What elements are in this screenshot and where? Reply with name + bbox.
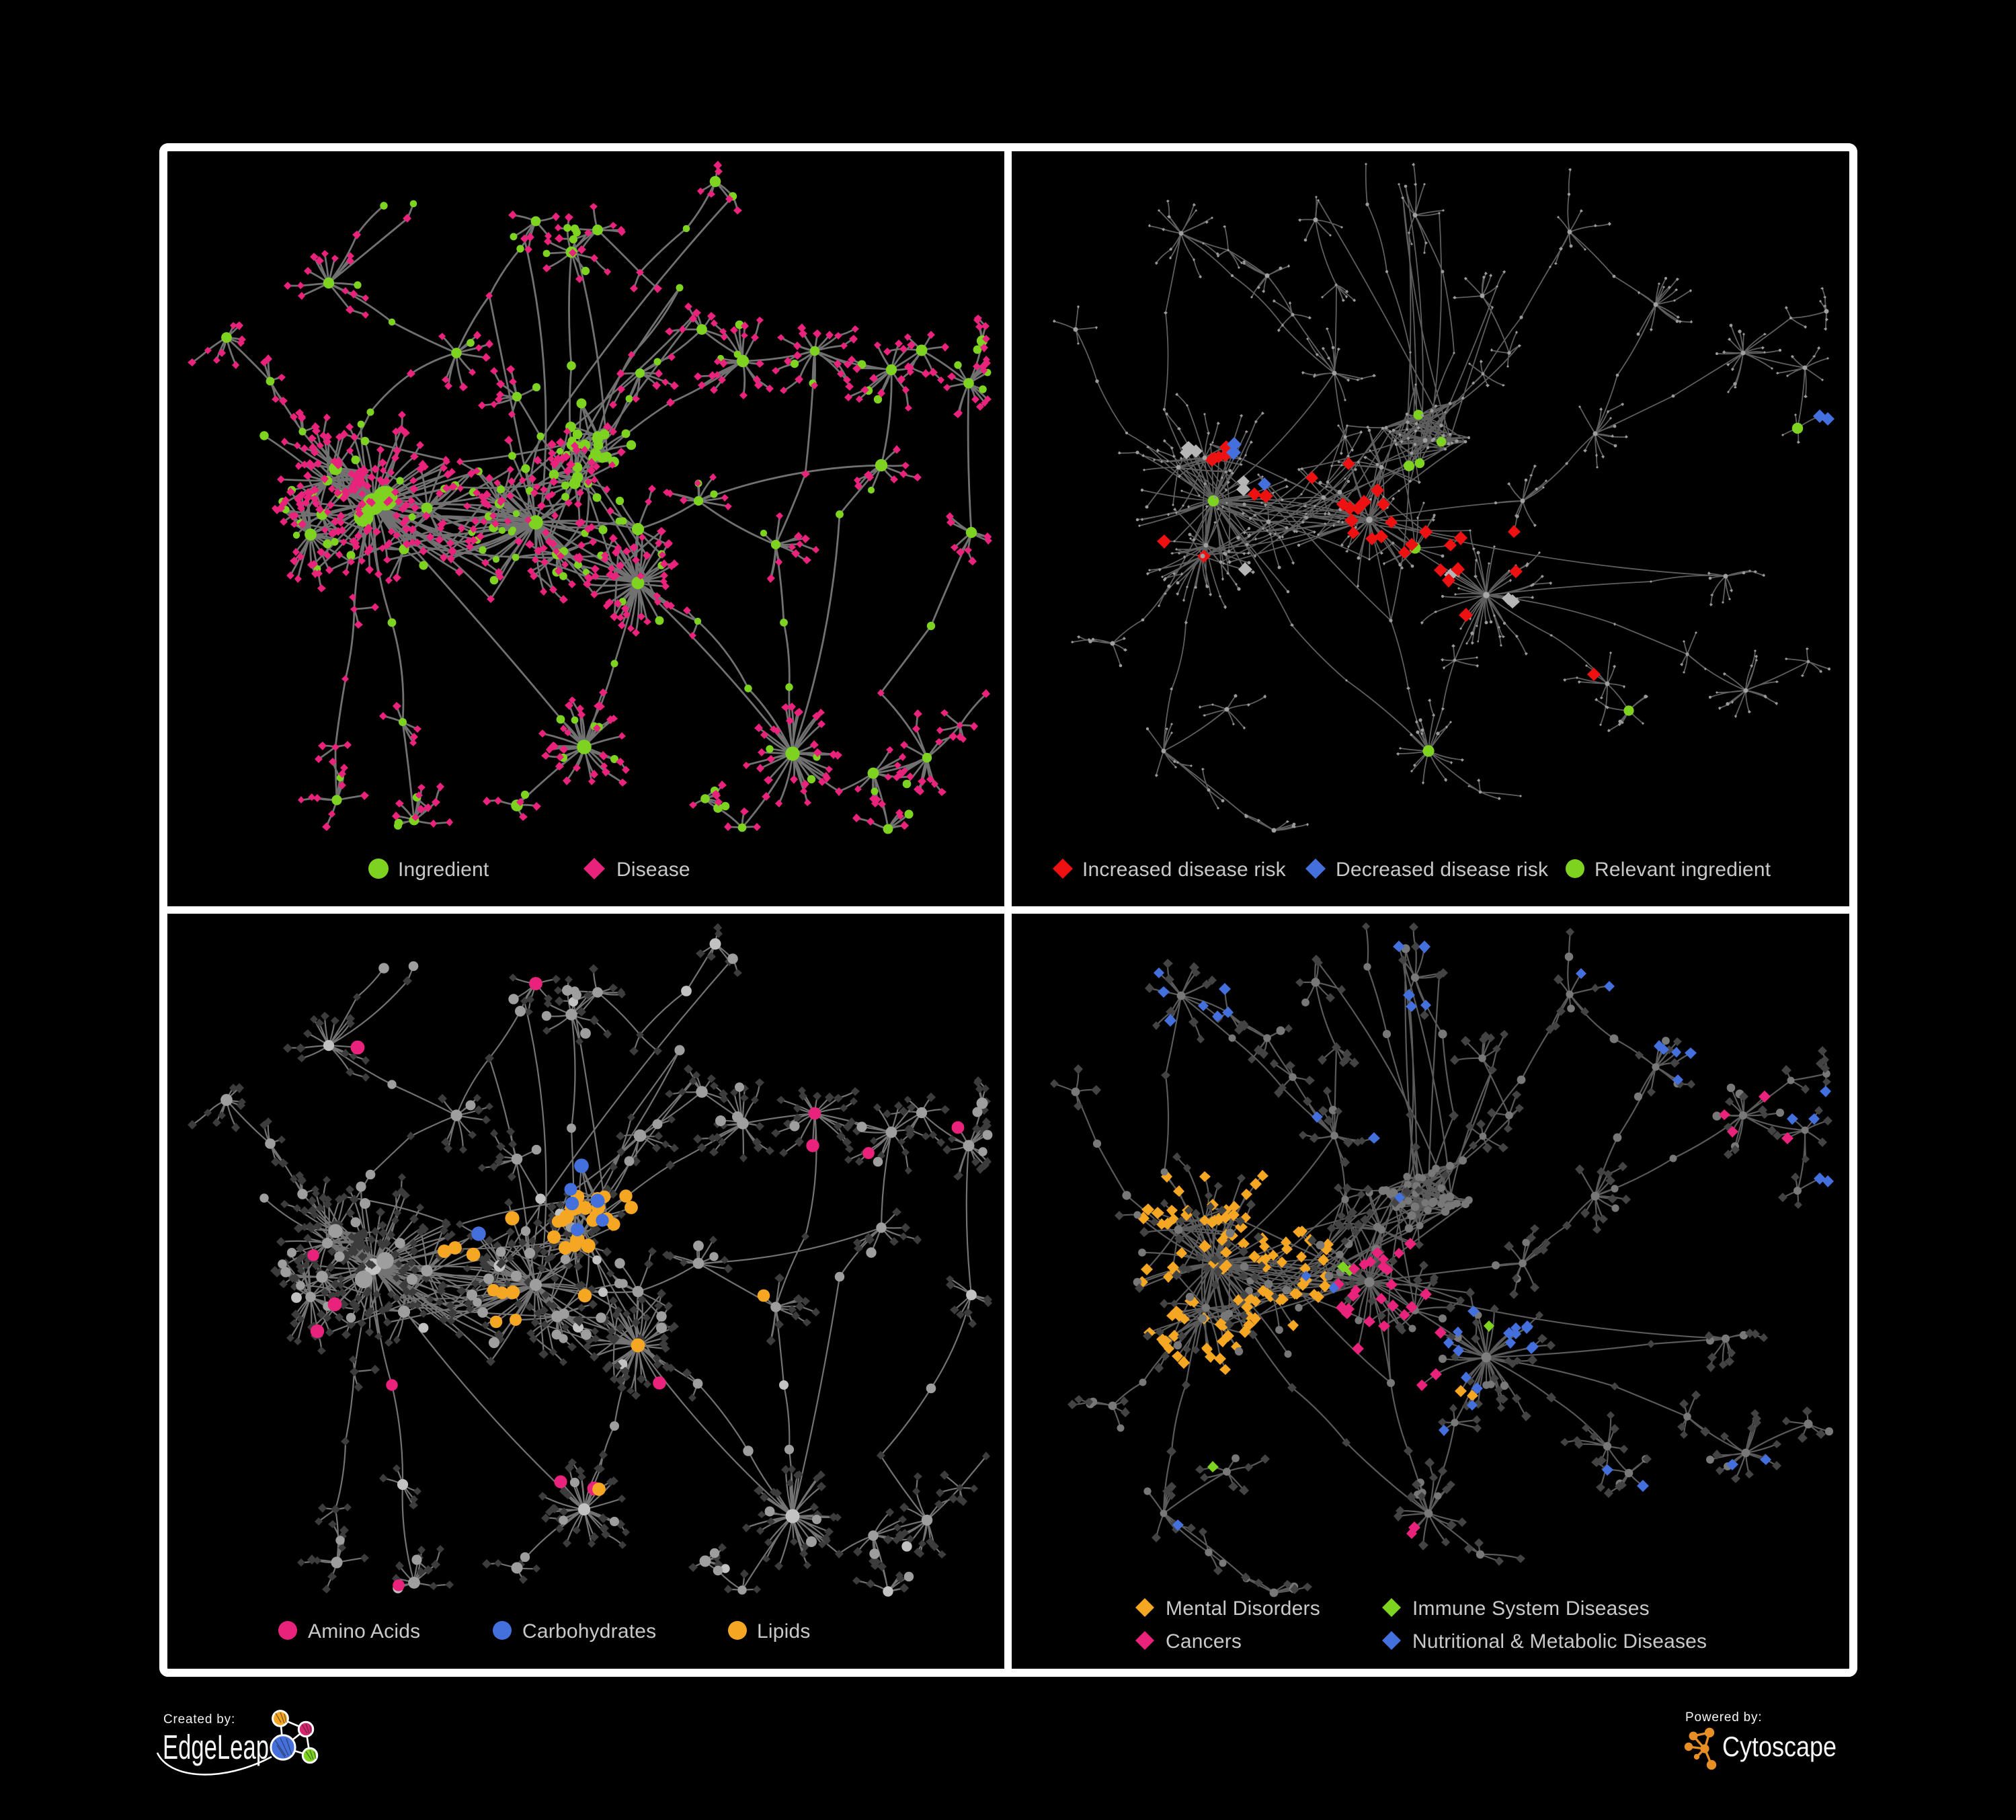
svg-text:Immune System Diseases: Immune System Diseases [1412, 1597, 1650, 1620]
svg-text:Disease: Disease [616, 859, 690, 881]
svg-text:Carbohydrates: Carbohydrates [522, 1620, 656, 1643]
svg-text:Amino Acids: Amino Acids [308, 1620, 420, 1643]
svg-text:Created by:: Created by: [163, 1712, 235, 1727]
svg-text:Lipids: Lipids [757, 1620, 811, 1643]
svg-text:Mental Disorders: Mental Disorders [1166, 1597, 1320, 1620]
svg-text:Cytoscape: Cytoscape [1722, 1731, 1837, 1762]
svg-text:EdgeLeap: EdgeLeap [163, 1728, 269, 1766]
svg-text:Nutritional & Metabolic Diseas: Nutritional & Metabolic Diseases [1412, 1630, 1707, 1653]
svg-text:Cancers: Cancers [1166, 1630, 1242, 1653]
svg-text:Powered by:: Powered by: [1685, 1710, 1762, 1725]
svg-text:Relevant ingredient: Relevant ingredient [1595, 859, 1771, 881]
svg-text:Increased disease risk: Increased disease risk [1082, 859, 1287, 881]
svg-text:Ingredient: Ingredient [398, 859, 489, 881]
svg-text:Decreased disease risk: Decreased disease risk [1336, 859, 1549, 881]
